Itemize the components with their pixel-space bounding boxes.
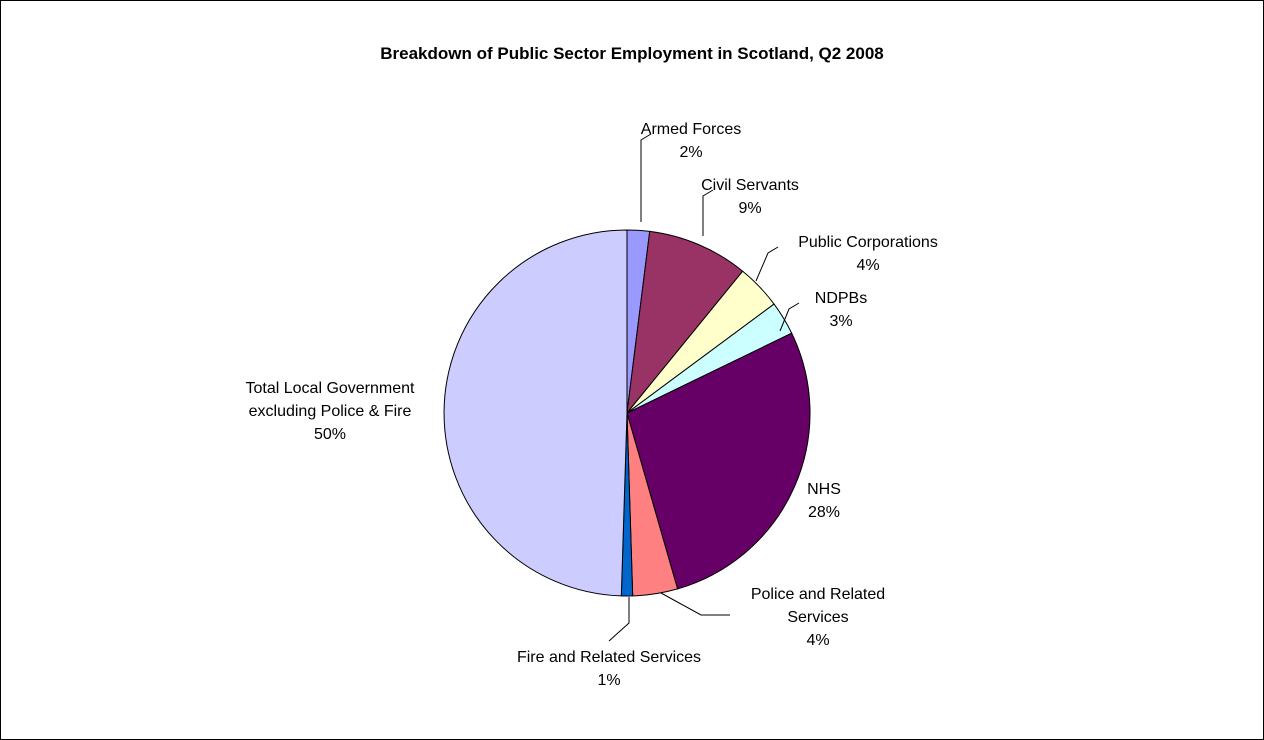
leader-line — [755, 246, 779, 282]
slice-label: Armed Forces 2% — [641, 121, 741, 161]
slice-label: Civil Servants 9% — [701, 177, 799, 217]
slice-label: NDPBs 3% — [815, 290, 867, 330]
chart-title: Breakdown of Public Sector Employment in… — [380, 44, 884, 63]
leader-line — [608, 597, 630, 642]
slice-label: Police and Related Services 4% — [751, 586, 885, 649]
leader-line — [702, 189, 714, 236]
leader-line — [640, 133, 652, 222]
slice-label: Total Local Government excluding Police &… — [246, 380, 416, 443]
leader-line — [779, 302, 800, 332]
slice-label: NHS 28% — [807, 481, 841, 521]
leader-line — [660, 592, 730, 616]
pie-slice-total-local-government-excluding-police-fire — [443, 229, 628, 597]
pie-slice-civil-servants — [626, 230, 744, 415]
pie-slice-nhs — [626, 332, 811, 590]
slice-label: Fire and Related Services 1% — [517, 649, 701, 689]
slice-label: Public Corporations 4% — [798, 234, 938, 274]
